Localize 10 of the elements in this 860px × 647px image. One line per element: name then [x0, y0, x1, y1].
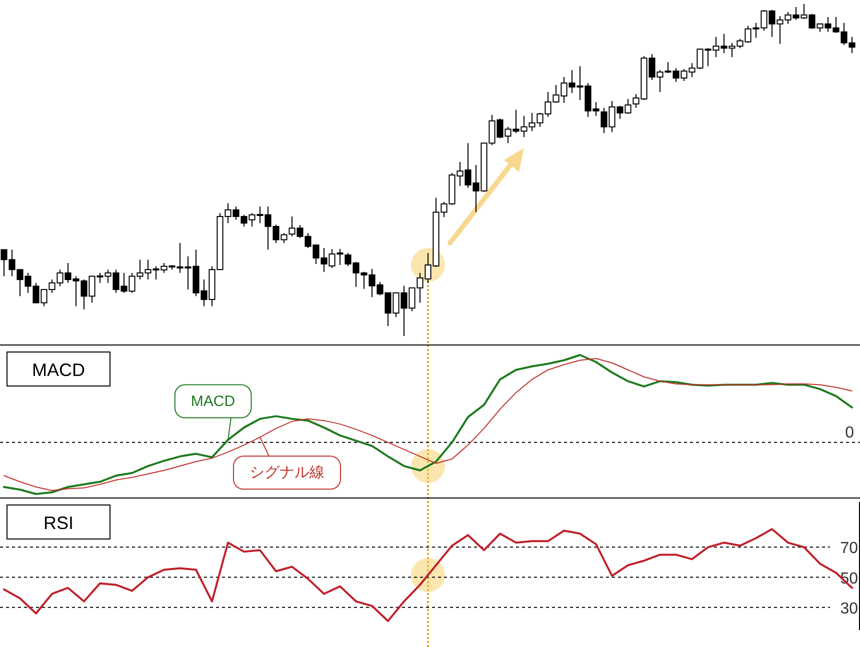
series-label: MACD: [190, 392, 236, 410]
y-tick-label: 30: [840, 600, 858, 618]
series-label: MACD: [174, 384, 252, 440]
y-tick-label: 70: [840, 540, 858, 558]
y-tick-label: 50: [840, 570, 858, 588]
chart-title: MACD: [32, 360, 85, 380]
legend-label: シグナル線: [250, 464, 324, 482]
ref-line-label: 0: [845, 424, 854, 442]
panel-title: MACD: [6, 352, 110, 386]
panel-title: RSI: [6, 504, 110, 540]
